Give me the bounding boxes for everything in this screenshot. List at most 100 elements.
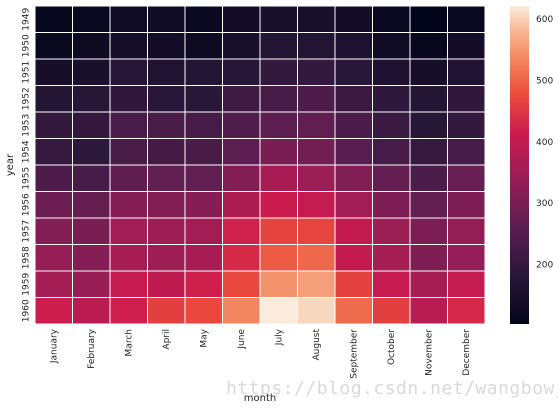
heatmap-cell-1955-August xyxy=(298,165,335,191)
heatmap-cell-1957-March xyxy=(110,218,147,244)
heatmap-cell-1956-June xyxy=(223,192,260,218)
heatmap-cell-1950-January xyxy=(35,33,72,59)
heatmap-cell-1959-January xyxy=(35,271,72,297)
y-tick-1954: 1954 xyxy=(22,140,32,163)
x-tick-february: February xyxy=(87,328,97,369)
heatmap-cell-1955-May xyxy=(185,165,222,191)
heatmap-cell-1958-July xyxy=(260,245,297,271)
heatmap-cell-1953-May xyxy=(185,112,222,138)
heatmap-cell-1949-July xyxy=(260,6,297,32)
x-tick-june: June xyxy=(237,329,247,350)
heatmap-cell-1957-April xyxy=(148,218,185,244)
heatmap-cell-1949-June xyxy=(223,6,260,32)
heatmap-cell-1950-February xyxy=(73,33,110,59)
heatmap-cell-1959-April xyxy=(148,271,185,297)
heatmap-cell-1959-June xyxy=(223,271,260,297)
heatmap-cell-1958-October xyxy=(373,245,410,271)
heatmap-cell-1952-May xyxy=(185,86,222,112)
y-tick-1949: 1949 xyxy=(22,8,32,31)
heatmap-cell-1954-August xyxy=(298,139,335,165)
y-tick-1960: 1960 xyxy=(22,299,32,322)
heatmap-cell-1950-June xyxy=(223,33,260,59)
y-tick-1959: 1959 xyxy=(22,273,32,296)
y-tick-1955: 1955 xyxy=(22,167,32,190)
x-tick-october: October xyxy=(387,329,397,365)
heatmap-cell-1958-August xyxy=(298,245,335,271)
heatmap-cell-1951-February xyxy=(73,59,110,85)
colorbar-tick-200: 200 xyxy=(536,261,553,271)
heatmap-cell-1951-December xyxy=(448,59,485,85)
x-tick-august: August xyxy=(312,329,322,361)
colorbar-tick-600: 600 xyxy=(536,15,553,25)
heatmap-cell-1956-November xyxy=(410,192,447,218)
heatmap-cell-1955-September xyxy=(335,165,372,191)
heatmap-cell-1960-December xyxy=(448,298,485,324)
heatmap-cell-1957-November xyxy=(410,218,447,244)
heatmap-cell-1955-March xyxy=(110,165,147,191)
colorbar-tick-labels: 200 300 400 500 600 xyxy=(536,15,553,271)
heatmap-cell-1953-December xyxy=(448,112,485,138)
heatmap-cell-1955-December xyxy=(448,165,485,191)
heatmap-cell-1951-October xyxy=(373,59,410,85)
heatmap-cell-1959-September xyxy=(335,271,372,297)
y-tick-labels: 1949 1950 1951 1952 1953 1954 1955 1956 1957 1958… xyxy=(22,8,32,323)
heatmap-cell-1957-August xyxy=(298,218,335,244)
heatmap-cell-1956-October xyxy=(373,192,410,218)
heatmap-cell-1951-April xyxy=(148,59,185,85)
heatmap-cell-1960-October xyxy=(373,298,410,324)
heatmap-cell-1954-October xyxy=(373,139,410,165)
heatmap-cell-1954-February xyxy=(73,139,110,165)
heatmap-cell-1949-April xyxy=(148,6,185,32)
heatmap-cell-1951-August xyxy=(298,59,335,85)
heatmap-cell-1954-May xyxy=(185,139,222,165)
heatmap-cell-1960-February xyxy=(73,298,110,324)
heatmap-cell-1952-November xyxy=(410,86,447,112)
heatmap-cell-1960-July xyxy=(260,298,297,324)
heatmap-cell-1957-September xyxy=(335,218,372,244)
heatmap-cell-1954-September xyxy=(335,139,372,165)
heatmap-cell-1953-June xyxy=(223,112,260,138)
heatmap-cell-1955-July xyxy=(260,165,297,191)
heatmap-cell-1953-March xyxy=(110,112,147,138)
heatmap-cell-1952-October xyxy=(373,86,410,112)
x-tick-july: July xyxy=(274,328,284,346)
heatmap-cell-1954-March xyxy=(110,139,147,165)
heatmap-cell-1953-November xyxy=(410,112,447,138)
y-tick-1956: 1956 xyxy=(22,193,32,216)
heatmap-cell-1960-March xyxy=(110,298,147,324)
heatmap-cell-1959-October xyxy=(373,271,410,297)
heatmap-cell-1960-November xyxy=(410,298,447,324)
heatmap-cell-1951-June xyxy=(223,59,260,85)
colorbar-tick-500: 500 xyxy=(536,76,553,86)
heatmap-cell-1952-March xyxy=(110,86,147,112)
heatmap-cell-1954-April xyxy=(148,139,185,165)
x-tick-may: May xyxy=(199,328,209,347)
heatmap-cell-1950-July xyxy=(260,33,297,59)
heatmap-cell-1949-January xyxy=(35,6,72,32)
heatmap-cell-1956-March xyxy=(110,192,147,218)
heatmap-cell-1949-October xyxy=(373,6,410,32)
x-tick-january: January xyxy=(49,328,59,364)
heatmap-cell-1951-September xyxy=(335,59,372,85)
x-tick-march: March xyxy=(124,329,134,356)
heatmap-cell-1958-May xyxy=(185,245,222,271)
heatmap-cell-1951-May xyxy=(185,59,222,85)
heatmap-cell-1953-February xyxy=(73,112,110,138)
heatmap-cell-1958-March xyxy=(110,245,147,271)
heatmap-cell-1952-August xyxy=(298,86,335,112)
heatmap-cell-1949-September xyxy=(335,6,372,32)
heatmap-cell-1949-November xyxy=(410,6,447,32)
heatmap-cell-1950-September xyxy=(335,33,372,59)
heatmap-cell-1953-January xyxy=(35,112,72,138)
heatmap-cell-1950-April xyxy=(148,33,185,59)
heatmap-cell-1956-August xyxy=(298,192,335,218)
y-tick-1950: 1950 xyxy=(22,34,32,57)
heatmap-cell-1955-November xyxy=(410,165,447,191)
heatmap-cell-1956-January xyxy=(35,192,72,218)
heatmap-cell-1950-December xyxy=(448,33,485,59)
heatmap-cell-1957-October xyxy=(373,218,410,244)
heatmap-cell-1957-June xyxy=(223,218,260,244)
heatmap-cell-1952-June xyxy=(223,86,260,112)
